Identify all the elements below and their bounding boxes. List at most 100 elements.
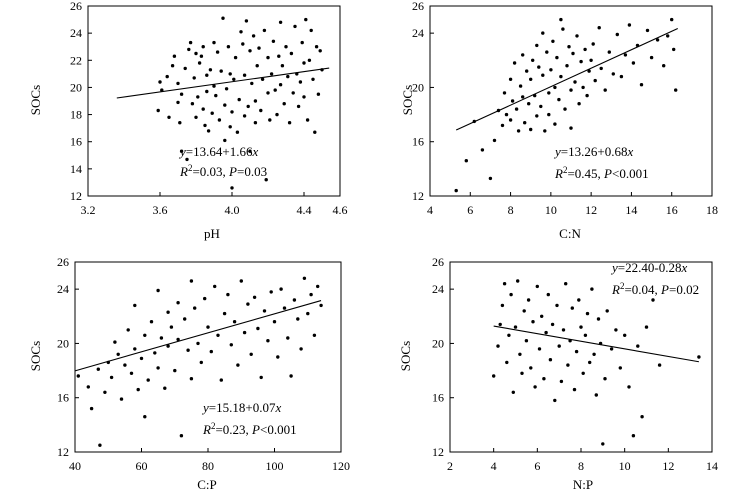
data-point [605, 309, 609, 313]
data-point [601, 442, 605, 446]
data-point [173, 368, 177, 373]
data-point [201, 107, 205, 111]
data-point [309, 28, 313, 33]
data-point [272, 320, 277, 324]
data-point [221, 16, 225, 20]
plot-frame [87, 5, 341, 197]
data-point [579, 59, 583, 64]
data-point [524, 339, 529, 343]
y-tick-label: 18 [70, 108, 82, 122]
data-point [566, 363, 570, 367]
data-point [672, 47, 676, 52]
data-point [553, 85, 557, 90]
data-point [212, 84, 216, 88]
data-point [146, 378, 150, 382]
data-point [541, 73, 545, 77]
data-point [623, 53, 628, 57]
data-point [577, 298, 581, 302]
data-point [535, 114, 539, 118]
data-point [205, 73, 209, 77]
data-point [249, 352, 253, 356]
y-tick-label: 20 [70, 80, 82, 94]
y-tick-label: 26 [412, 0, 424, 13]
panel-cp: 40 60 80 100 120 12 16 20 24 26 C:P SOCs y=15.18… [28, 255, 350, 491]
data-point [201, 45, 205, 49]
data-point [585, 311, 590, 316]
data-point [521, 95, 525, 99]
data-point [266, 339, 270, 343]
data-point [539, 104, 543, 109]
y-axis: 12 16 20 24 26 [412, 0, 434, 203]
data-point [96, 367, 101, 371]
data-point [573, 80, 577, 84]
data-point [319, 303, 323, 308]
data-point [565, 63, 569, 68]
x-tick-label: 8 [578, 459, 584, 473]
x-axis-label: N:P [573, 477, 593, 491]
data-points [156, 16, 324, 190]
data-point [259, 375, 263, 380]
data-point [500, 303, 505, 308]
data-point [529, 366, 533, 370]
data-point [193, 306, 197, 310]
data-point [277, 54, 281, 58]
data-point [268, 118, 272, 122]
data-point [525, 69, 529, 73]
data-point [498, 322, 502, 327]
data-point [618, 366, 622, 370]
x-tick-label: 12 [662, 459, 674, 473]
data-point [284, 45, 288, 49]
data-point [574, 349, 579, 354]
data-point [627, 385, 631, 389]
data-point [549, 68, 553, 72]
data-point [186, 348, 190, 352]
data-point [521, 53, 525, 57]
data-point [215, 50, 220, 54]
x-tick-label: 8 [508, 203, 514, 217]
data-point [214, 93, 218, 98]
data-point [577, 102, 581, 106]
data-point [314, 45, 319, 49]
data-point [564, 282, 568, 286]
data-point [535, 284, 539, 289]
data-point [230, 186, 234, 190]
data-point [511, 390, 515, 394]
data-point [592, 352, 596, 356]
data-point [553, 122, 557, 126]
data-point [271, 39, 276, 43]
regression-equation: y=22.40-0.28x [610, 260, 687, 275]
x-tick-label: 4 [491, 459, 497, 473]
data-point [76, 374, 81, 378]
data-point [229, 343, 233, 347]
data-point [269, 290, 273, 294]
data-point [228, 72, 232, 76]
regression-line [455, 28, 678, 131]
y-tick-label: 24 [57, 282, 69, 296]
data-point [242, 73, 247, 77]
data-point [276, 355, 280, 359]
regression-equation: y=13.26+0.68x [553, 144, 633, 159]
regression-stats: R2=0.04, P=0.02 [611, 281, 699, 297]
data-point [266, 91, 270, 95]
data-point [232, 77, 236, 82]
data-point [302, 61, 306, 65]
data-point [188, 40, 193, 45]
data-point [158, 80, 162, 84]
data-point [287, 121, 292, 125]
data-point [257, 46, 261, 50]
data-point [502, 91, 507, 95]
data-point [289, 51, 294, 56]
data-point [269, 72, 274, 76]
data-point [197, 61, 202, 65]
data-point [246, 104, 250, 109]
data-point [581, 85, 585, 90]
regression-equation: y=13.64+1.66x [178, 144, 258, 159]
data-point [192, 76, 196, 80]
data-point [167, 115, 171, 120]
data-point [644, 325, 649, 329]
data-point [502, 282, 507, 286]
data-point [160, 88, 164, 92]
data-point [649, 55, 654, 60]
y-tick-label: 24 [412, 26, 424, 40]
